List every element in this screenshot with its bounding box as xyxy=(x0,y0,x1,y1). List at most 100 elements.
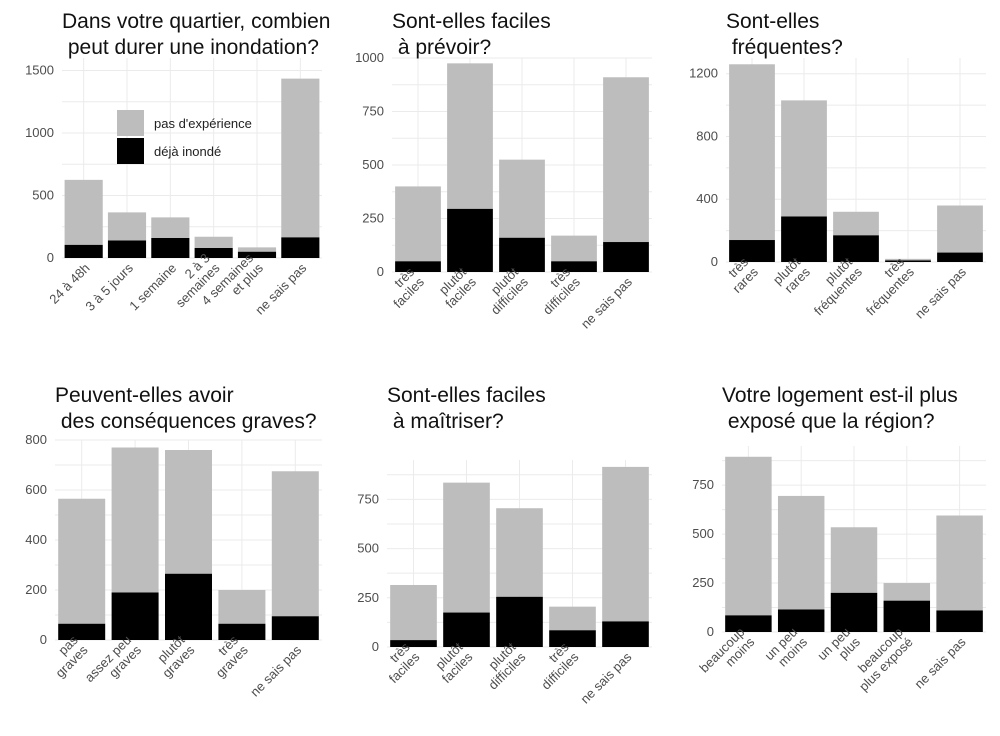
x-tick-label-line: ne sais pas xyxy=(912,264,969,321)
bar-segment-flooded xyxy=(165,573,212,640)
bar-segment-no-experience xyxy=(395,186,441,262)
legend-swatch-no-experience xyxy=(117,110,144,136)
bar-segment-flooded xyxy=(833,235,879,262)
x-tick-label-line: ne sais pas xyxy=(247,642,304,699)
bar-segment-flooded xyxy=(395,261,441,272)
bar-segment-flooded xyxy=(107,240,147,258)
bar-segment-no-experience xyxy=(281,78,320,238)
x-tick-label: 1 semaine xyxy=(126,260,179,313)
chart-title: à maîtriser? xyxy=(387,410,504,433)
chart-title: Sont-elles faciles xyxy=(392,10,551,33)
y-tick-label: 1000 xyxy=(355,50,384,65)
bar-segment-flooded xyxy=(499,237,545,272)
y-tick-label: 1200 xyxy=(689,66,718,81)
y-tick-label: 750 xyxy=(357,491,379,506)
y-tick-label: 600 xyxy=(25,482,47,497)
bar-segment-no-experience xyxy=(194,236,233,248)
y-tick-label: 1000 xyxy=(25,125,54,140)
bar-segment-no-experience xyxy=(447,63,493,209)
x-tick-label-line: ne sais pas xyxy=(577,649,634,706)
bar-segment-no-experience xyxy=(443,482,490,613)
x-tick-label: ne sais pas xyxy=(912,264,969,321)
bar-segment-no-experience xyxy=(107,212,147,241)
bar-segment-flooded xyxy=(58,623,106,640)
chart-title: peut durer une inondation? xyxy=(62,36,319,59)
chart-title: Sont-elles faciles xyxy=(387,384,546,407)
y-tick-label: 400 xyxy=(696,191,718,206)
chart-title: Dans votre quartier, combien xyxy=(62,10,330,33)
bar-segment-flooded xyxy=(111,592,159,640)
x-tick-label-line: ne sais pas xyxy=(911,634,968,691)
bar-segment-flooded xyxy=(64,244,103,258)
y-tick-label: 800 xyxy=(25,432,47,447)
chart-title: Votre logement est-il plus xyxy=(722,384,958,407)
x-tick-label: ne sais pas xyxy=(247,642,304,699)
bar-segment-no-experience xyxy=(271,471,319,617)
bar-segment-flooded xyxy=(729,240,775,262)
y-tick-label: 500 xyxy=(362,157,384,172)
y-tick-label: 0 xyxy=(711,254,718,269)
bar-segment-flooded xyxy=(885,260,931,262)
bar-segment-no-experience xyxy=(64,179,103,245)
y-tick-label: 250 xyxy=(692,575,714,590)
bar-segment-no-experience xyxy=(603,77,649,243)
chart-title: des conséquences graves? xyxy=(55,410,317,433)
bar-segment-flooded xyxy=(937,252,983,262)
bar-segment-flooded xyxy=(936,610,983,632)
y-tick-label: 500 xyxy=(32,188,54,203)
y-tick-label: 500 xyxy=(692,526,714,541)
y-tick-label: 800 xyxy=(696,128,718,143)
bar-segment-flooded xyxy=(443,612,490,647)
y-tick-label: 500 xyxy=(357,541,379,556)
legend-label: pas d'expérience xyxy=(154,116,252,131)
bar-segment-flooded xyxy=(777,609,825,632)
bar-segment-flooded xyxy=(551,261,597,272)
bar-segment-no-experience xyxy=(390,584,437,641)
legend: pas d'expérience déjà inondé xyxy=(117,110,252,164)
bar-segment-flooded xyxy=(496,596,543,647)
bar-segment-no-experience xyxy=(549,606,596,631)
chart-title: à prévoir? xyxy=(392,36,491,59)
bar-segment-no-experience xyxy=(936,515,983,611)
bar-segment-no-experience xyxy=(833,211,879,236)
bar-segment-flooded xyxy=(781,216,827,262)
bar-segment-no-experience xyxy=(165,450,212,574)
bar-segment-flooded xyxy=(549,630,596,647)
y-tick-label: 750 xyxy=(362,104,384,119)
chart-title: Sont-elles xyxy=(726,10,819,33)
legend-swatch-flooded xyxy=(117,138,144,164)
bar-segment-no-experience xyxy=(237,247,277,252)
bar-segment-no-experience xyxy=(777,495,825,610)
bar-segment-no-experience xyxy=(551,235,597,262)
bar-segment-flooded xyxy=(281,237,320,258)
bar-segment-flooded xyxy=(725,615,772,632)
y-tick-label: 0 xyxy=(40,632,47,647)
bar-segment-no-experience xyxy=(602,466,649,622)
y-tick-label: 400 xyxy=(25,532,47,547)
bar-segment-flooded xyxy=(218,623,266,640)
bar-segment-flooded xyxy=(830,592,878,632)
bar-segment-no-experience xyxy=(725,456,772,616)
y-tick-label: 0 xyxy=(47,250,54,265)
y-tick-label: 750 xyxy=(692,477,714,492)
y-tick-label: 200 xyxy=(25,582,47,597)
bar-segment-no-experience xyxy=(496,508,543,597)
bar-segment-no-experience xyxy=(499,159,545,238)
bar-segment-flooded xyxy=(390,640,437,647)
bar-segment-no-experience xyxy=(151,217,190,238)
legend-label: déjà inondé xyxy=(154,144,221,159)
y-tick-label: 0 xyxy=(372,639,379,654)
y-tick-label: 0 xyxy=(707,624,714,639)
bar-segment-flooded xyxy=(194,248,233,258)
